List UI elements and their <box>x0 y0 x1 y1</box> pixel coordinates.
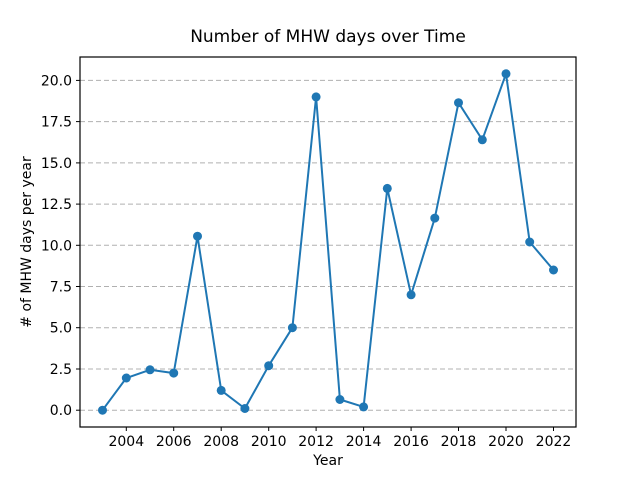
y-axis-label: # of MHW days per year <box>19 156 35 328</box>
x-tick-label: 2008 <box>203 434 239 450</box>
data-point <box>430 213 440 223</box>
data-point <box>549 265 558 275</box>
axes-frame <box>79 56 577 428</box>
x-tick-label: 2022 <box>536 434 572 450</box>
data-point <box>454 98 463 108</box>
x-tick-label: 2006 <box>156 434 192 450</box>
data-point <box>240 404 250 413</box>
data-point <box>311 92 321 102</box>
x-axis-label: Year <box>313 453 343 469</box>
data-point <box>287 323 297 333</box>
data-point <box>477 135 487 145</box>
x-tick-label: 2020 <box>488 434 524 450</box>
data-point <box>335 395 345 404</box>
x-tick-label: 2004 <box>108 434 144 450</box>
y-tick-label: 17.5 <box>41 115 72 131</box>
data-point <box>169 368 179 378</box>
data-point <box>193 231 202 241</box>
data-point <box>359 402 369 412</box>
x-tick-label: 2012 <box>298 434 334 450</box>
y-tick-label: 2.5 <box>50 362 72 378</box>
x-tick-label: 2010 <box>251 434 287 450</box>
data-point <box>216 385 226 395</box>
x-tick-label: 2018 <box>441 434 477 450</box>
chart-title: Number of MHW days over Time <box>190 27 466 47</box>
y-tick-label: 20.0 <box>41 73 72 89</box>
data-line <box>101 72 555 412</box>
data-point <box>382 183 392 193</box>
y-tick-label: 7.5 <box>50 280 72 296</box>
data-point <box>264 361 274 371</box>
x-tick-label: 2016 <box>393 434 429 450</box>
data-point <box>98 405 107 415</box>
y-tick-label: 5.0 <box>50 321 72 337</box>
data-point <box>525 237 535 247</box>
data-point <box>145 365 155 375</box>
y-tick-label: 0.0 <box>50 403 72 419</box>
y-tick-label: 15.0 <box>41 156 72 172</box>
data-point <box>501 69 511 79</box>
data-point <box>406 290 416 300</box>
data-point <box>121 373 131 383</box>
y-tick-label: 10.0 <box>41 238 72 254</box>
x-tick-label: 2014 <box>346 434 382 450</box>
y-tick-label: 12.5 <box>41 197 72 213</box>
